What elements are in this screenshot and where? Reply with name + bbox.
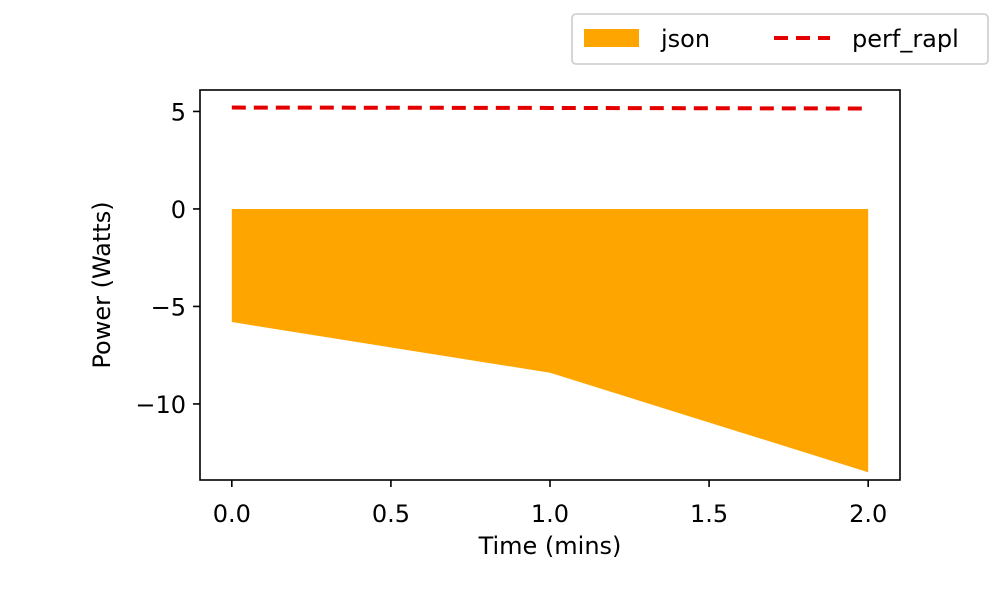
x-tick-label: 0.0 bbox=[213, 500, 251, 528]
x-tick-label: 0.5 bbox=[372, 500, 410, 528]
legend-swatch-json bbox=[584, 29, 639, 47]
y-tick-label: −10 bbox=[135, 391, 186, 419]
line-series-perf-rapl bbox=[231, 105, 869, 111]
legend: json perf_rapl bbox=[571, 13, 989, 65]
y-tick-label: 0 bbox=[171, 196, 186, 224]
series-layer bbox=[231, 105, 869, 473]
x-tick-label: 1.0 bbox=[531, 500, 569, 528]
y-tick-label: −5 bbox=[151, 293, 186, 321]
x-axis-label: Time (mins) bbox=[478, 532, 622, 560]
legend-label-perf-rapl: perf_rapl bbox=[852, 25, 959, 53]
area-series-json bbox=[231, 208, 869, 473]
legend-label-json: json bbox=[660, 25, 710, 53]
x-tick-label: 2.0 bbox=[849, 500, 887, 528]
y-tick-label: 5 bbox=[171, 98, 186, 126]
y-axis-label: Power (Watts) bbox=[88, 201, 116, 368]
x-tick-label: 1.5 bbox=[690, 500, 728, 528]
x-axis-ticks: 0.0 0.5 1.0 1.5 2.0 bbox=[213, 480, 887, 528]
y-axis-ticks: 5 0 −5 −10 bbox=[135, 98, 200, 419]
